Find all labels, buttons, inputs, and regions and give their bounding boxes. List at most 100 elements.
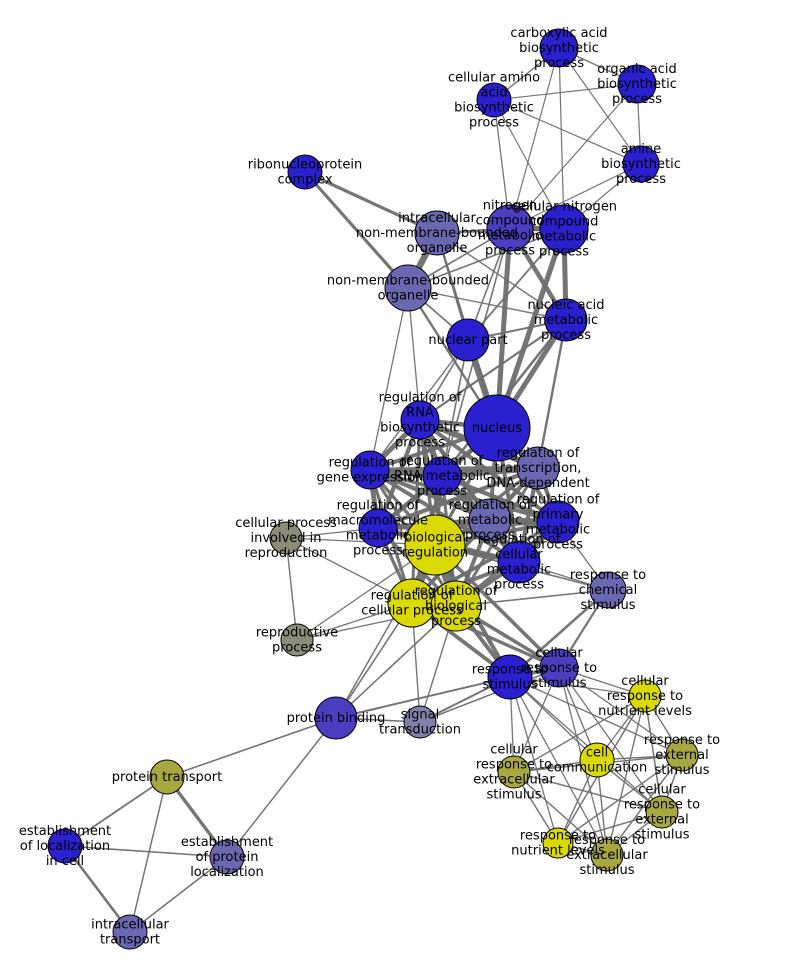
graph-node-label: regulation of macromolecule metabolic proce…	[328, 498, 428, 558]
graph-edge	[493, 83, 638, 101]
graph-edge	[536, 319, 568, 469]
graph-node-regulation-of-gene-expression[interactable]	[350, 450, 390, 490]
graph-node-cellular-nitrogen-compound-metabolic-process[interactable]	[539, 204, 589, 254]
graph-edge	[129, 856, 228, 933]
graph-node-label: non-membrane-bounded organelle	[327, 273, 489, 303]
graph-node-response-to-nutrient-levels[interactable]	[542, 827, 574, 859]
graph-edge	[644, 695, 663, 813]
graph-node-label: regulation of RNA biosynthetic process	[379, 390, 462, 450]
graph-edge	[509, 676, 663, 813]
graph-node-label: response to nutrient levels	[511, 828, 605, 858]
graph-node-establishment-of-localization-in-cell[interactable]	[47, 828, 83, 864]
graph-node-organic-acid-biosynthetic-process[interactable]	[617, 64, 657, 104]
graph-node-ribonucleoprotein-complex[interactable]	[287, 154, 323, 190]
graph-edge	[513, 695, 646, 773]
graph-node-establishment-of-protein-localization[interactable]	[209, 839, 245, 875]
graph-node-label: response to chemical stimulus	[570, 568, 646, 613]
graph-node-cellular-process-involved-in-reproduction[interactable]	[269, 521, 303, 555]
graph-node-label: nitrogen compound metabolic process	[476, 198, 545, 258]
graph-edge	[335, 605, 457, 719]
graph-node-biological-regulation[interactable]	[404, 514, 466, 576]
graph-edge	[369, 468, 559, 524]
graph-node-label: signal transduction	[379, 707, 461, 737]
graph-node-label: amine biosynthetic process	[601, 142, 681, 187]
graph-edge	[369, 287, 409, 471]
graph-node-regulation-of-metabolic-process[interactable]	[468, 498, 512, 542]
graph-node-response-to-chemical-stimulus[interactable]	[589, 571, 627, 609]
graph-edge	[606, 754, 683, 856]
graph-edge	[509, 47, 560, 229]
label-layer: carboxylic acid biosynthetic process organi…	[19, 26, 720, 948]
graph-node-cell-communication[interactable]	[579, 742, 615, 778]
graph-edge	[509, 163, 642, 229]
graph-edge	[558, 47, 565, 230]
graph-node-protein-transport[interactable]	[149, 759, 185, 795]
graph-node-cellular-response-to-stimulus[interactable]	[539, 648, 579, 688]
graph-edge	[411, 520, 559, 605]
graph-node-reproductive-process[interactable]	[280, 623, 314, 657]
graph-node-non-membrane-bounded-organelle[interactable]	[384, 264, 432, 312]
graph-node-label: cellular response to nutrient levels	[598, 674, 692, 719]
graph-node-label: regulation of metabolic process	[449, 498, 532, 543]
graph-node-response-to-stimulus[interactable]	[487, 654, 533, 700]
graph-node-regulation-of-rna-metabolic-process[interactable]	[422, 456, 462, 496]
graph-node-regulation-of-cellular-metabolic-process[interactable]	[497, 540, 541, 584]
graph-node-nucleus[interactable]	[463, 394, 531, 462]
graph-node-label: carboxylic acid biosynthetic process	[510, 26, 607, 71]
graph-node-amine-biosynthetic-process[interactable]	[622, 145, 660, 183]
graph-node-cellular-response-to-external-stimulus[interactable]	[645, 795, 679, 829]
graph-node-protein-binding[interactable]	[314, 696, 358, 740]
graph-node-label: intracellular transport	[91, 917, 169, 947]
graph-node-regulation-of-biological-process[interactable]	[430, 580, 482, 632]
graph-node-cellular-amino-acid-biosynthetic-process[interactable]	[476, 82, 512, 118]
graph-node-label: regulation of cellular process	[361, 588, 463, 618]
graph-node-nitrogen-compound-metabolic-process[interactable]	[486, 204, 534, 252]
graph-node-label: protein transport	[112, 770, 222, 785]
graph-edge	[419, 667, 560, 723]
graph-node-label: nucleus	[472, 421, 522, 436]
graph-edge	[509, 676, 646, 697]
graph-node-carboxylic-acid-biosynthetic-process[interactable]	[539, 28, 579, 68]
graph-edge	[557, 754, 683, 844]
graph-edge	[129, 776, 168, 933]
graph-node-nucleic-acid-metabolic-process[interactable]	[544, 298, 588, 342]
graph-node-intracellular-transport[interactable]	[112, 914, 148, 950]
graph-node-label: establishment of localization in cell	[19, 824, 111, 869]
graph-node-label: nucleic acid metabolic process	[527, 298, 604, 343]
graph-edge	[419, 319, 567, 421]
graph-edge	[557, 811, 663, 844]
graph-node-label: regulation of biological process	[415, 584, 498, 629]
graph-node-label: intracellular non-membrane-bounded organel…	[356, 211, 518, 256]
graph-node-signal-transduction[interactable]	[403, 705, 437, 739]
graph-edge	[285, 537, 298, 641]
graph-node-label: regulation of gene expression	[317, 455, 424, 485]
graph-node-regulation-of-primary-metabolic-process[interactable]	[536, 500, 580, 544]
graph-node-cellular-response-to-nutrient-levels[interactable]	[628, 679, 662, 713]
graph-edge	[558, 667, 663, 813]
graph-node-label: response to extracellular stimulus	[566, 833, 648, 878]
graph-node-regulation-of-rna-biosynthetic-process[interactable]	[400, 400, 440, 440]
graph-node-label: establishment of protein localization	[181, 835, 273, 880]
graph-node-label: cellular response to extracellular stimulus	[473, 742, 555, 802]
graph-node-response-to-external-stimulus[interactable]	[665, 738, 699, 772]
graph-node-regulation-of-macromolecule-metabolic-process[interactable]	[358, 508, 398, 548]
graph-node-intracellular-non-membrane-bounded-organelle[interactable]	[414, 210, 460, 256]
graph-node-response-to-extracellular-stimulus[interactable]	[590, 838, 624, 872]
graph-node-label: regulation of transcription, DNA-dependent	[486, 446, 589, 491]
graph-node-label: organic acid biosynthetic process	[597, 62, 677, 107]
graph-edge	[407, 228, 565, 289]
graph-edge	[606, 695, 646, 856]
graph-node-label: reproductive process	[256, 625, 338, 655]
graph-edge	[304, 170, 438, 235]
graph-edge	[335, 676, 511, 719]
graph-node-label: cellular process involved in reproduction	[235, 516, 337, 561]
graph-edge	[335, 544, 436, 719]
graph-edge	[166, 717, 337, 778]
graph-node-label: cellular nitrogen compound metabolic proces…	[511, 199, 617, 259]
graph-node-regulation-of-transcription-dna-dependent[interactable]	[516, 446, 560, 490]
graph-edge	[63, 845, 132, 933]
graph-node-nuclear-part[interactable]	[446, 318, 490, 362]
graph-node-cellular-response-to-extracellular-stimulus[interactable]	[497, 755, 531, 789]
